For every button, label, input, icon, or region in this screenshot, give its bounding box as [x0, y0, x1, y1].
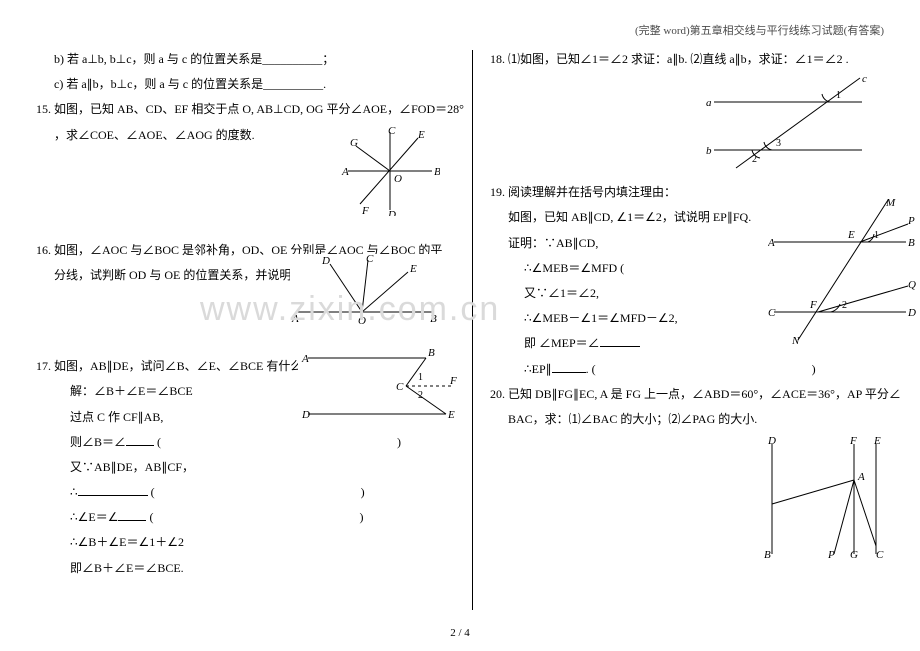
- lbl-3: 3: [776, 138, 781, 149]
- paren-close: ): [359, 510, 363, 524]
- lbl-B: B: [908, 237, 915, 249]
- lbl-O: O: [358, 315, 366, 324]
- q19-8b: . (: [586, 362, 596, 376]
- lbl-Q: Q: [908, 279, 916, 291]
- lbl-a: a: [706, 97, 712, 109]
- lbl-C: C: [396, 381, 404, 393]
- paren-close: ): [812, 362, 816, 376]
- figure-q18-svg: a b c 1 2 3: [702, 72, 872, 172]
- lbl-N: N: [791, 335, 800, 346]
- lbl-A: A: [301, 353, 309, 365]
- lbl-1: 1: [418, 372, 423, 383]
- page: (完整 word)第五章相交线与平行线练习试题(有答案) b) 若 a⊥b, b…: [0, 0, 920, 651]
- q19-4a: ∴∠MEB＝∠MFD (: [524, 261, 624, 275]
- lbl-b: b: [706, 145, 712, 157]
- q19-7a: 即 ∠MEP＝∠: [524, 336, 600, 350]
- lbl-c: c: [862, 73, 867, 85]
- lbl-E: E: [417, 129, 425, 141]
- lbl-O: O: [394, 173, 402, 185]
- q19-line8: ∴EP∥ . ( ): [490, 360, 920, 379]
- lbl-E: E: [847, 229, 855, 241]
- paren-close: ): [397, 435, 401, 449]
- lbl-D: D: [321, 255, 330, 267]
- lbl-C: C: [388, 126, 396, 137]
- blank: [126, 434, 154, 446]
- column-divider: [472, 50, 473, 610]
- lbl-A: A: [341, 166, 349, 178]
- q17-line5: 又∵AB∥DE，AB∥CF，: [36, 458, 466, 477]
- q17-line9: 即∠B＋∠E＝∠BCE.: [36, 559, 466, 578]
- q20-line2: BAC，求：⑴∠BAC 的大小；⑵∠PAG 的大小.: [490, 410, 920, 429]
- q17-line8: ∴∠B＋∠E＝∠1＋∠2: [36, 533, 466, 552]
- figure-q15: A B C D E F G O: [340, 126, 440, 216]
- lbl-F: F: [849, 436, 857, 447]
- q17-line7: ∴∠E＝∠ ( ): [36, 508, 466, 527]
- q19-8a: ∴EP∥: [524, 362, 552, 376]
- figure-q18: a b c 1 2 3: [702, 72, 872, 172]
- figure-q15-svg: A B C D E F G O: [340, 126, 440, 216]
- lbl-P: P: [827, 549, 835, 561]
- q15-line1: 15. 如图，已知 AB、CD、EF 相交于点 O, AB⊥CD, OG 平分∠…: [36, 100, 466, 119]
- lbl-D: D: [907, 307, 916, 319]
- lbl-D: D: [767, 436, 776, 447]
- item-c: c) 若 a∥b，b⊥c，则 a 与 c 的位置关系是__________.: [36, 75, 466, 94]
- lbl-E: E: [873, 436, 881, 447]
- lbl-C: C: [366, 254, 374, 265]
- lbl-A: A: [768, 237, 775, 249]
- q17-6a: ∴: [70, 485, 78, 499]
- q20-line1: 20. 已知 DB∥FG∥EC, A 是 FG 上一点，∠ABD＝60°，∠AC…: [490, 385, 920, 404]
- lbl-P: P: [907, 215, 915, 227]
- q18: 18. ⑴如图，已知∠1＝∠2 求证：a∥b. ⑵直线 a∥b，求证：∠1＝∠2…: [490, 50, 920, 69]
- lbl-1: 1: [874, 230, 879, 241]
- figure-q20: D F E A B C P G: [758, 436, 888, 561]
- lbl-B: B: [430, 313, 437, 324]
- figure-q17-svg: A B C D E F 1 2: [298, 346, 458, 426]
- blank: [78, 484, 148, 496]
- page-header-right: (完整 word)第五章相交线与平行线练习试题(有答案): [635, 22, 884, 38]
- page-footer: 2 / 4: [0, 627, 920, 639]
- lbl-G: G: [850, 549, 858, 561]
- lbl-B: B: [434, 166, 440, 178]
- lbl-E: E: [409, 263, 417, 275]
- figure-q17: A B C D E F 1 2: [298, 346, 458, 426]
- lbl-A: A: [291, 313, 299, 324]
- figure-q16: A B C D E O: [290, 254, 440, 324]
- q17-7b: (: [146, 510, 153, 524]
- lbl-F: F: [449, 375, 457, 387]
- blank: [118, 509, 146, 521]
- q17-6b: (: [148, 485, 155, 499]
- lbl-C: C: [876, 549, 884, 561]
- lbl-F: F: [361, 205, 369, 216]
- item-b: b) 若 a⊥b, b⊥c，则 a 与 c 的位置关系是__________；: [36, 50, 466, 69]
- blank: [600, 336, 640, 348]
- lbl-E: E: [447, 409, 455, 421]
- lbl-M: M: [885, 197, 896, 209]
- lbl-D: D: [301, 409, 310, 421]
- figure-q20-svg: D F E A B C P G: [758, 436, 888, 561]
- lbl-2: 2: [842, 300, 847, 311]
- lbl-B: B: [428, 347, 435, 359]
- blank: [552, 361, 586, 373]
- q17-4b: (: [154, 435, 161, 449]
- lbl-B: B: [764, 549, 771, 561]
- q17-line4: 则∠B＝∠ ( ): [36, 433, 466, 452]
- lbl-G: G: [350, 137, 358, 149]
- q17-4a: 则∠B＝∠: [70, 435, 126, 449]
- lbl-F: F: [809, 299, 817, 311]
- lbl-1: 1: [836, 90, 841, 101]
- lbl-A: A: [857, 471, 865, 483]
- lbl-2: 2: [418, 390, 423, 401]
- figure-q16-svg: A B C D E O: [290, 254, 440, 324]
- figure-q19-svg: A B C D E F M N P Q 1 2: [768, 196, 918, 346]
- figure-q19: A B C D E F M N P Q 1 2: [768, 196, 918, 346]
- q17-7a: ∴∠E＝∠: [70, 510, 118, 524]
- lbl-D: D: [387, 209, 396, 216]
- q17-line6: ∴ ( ): [36, 483, 466, 502]
- lbl-C: C: [768, 307, 776, 319]
- paren-close: ): [361, 485, 365, 499]
